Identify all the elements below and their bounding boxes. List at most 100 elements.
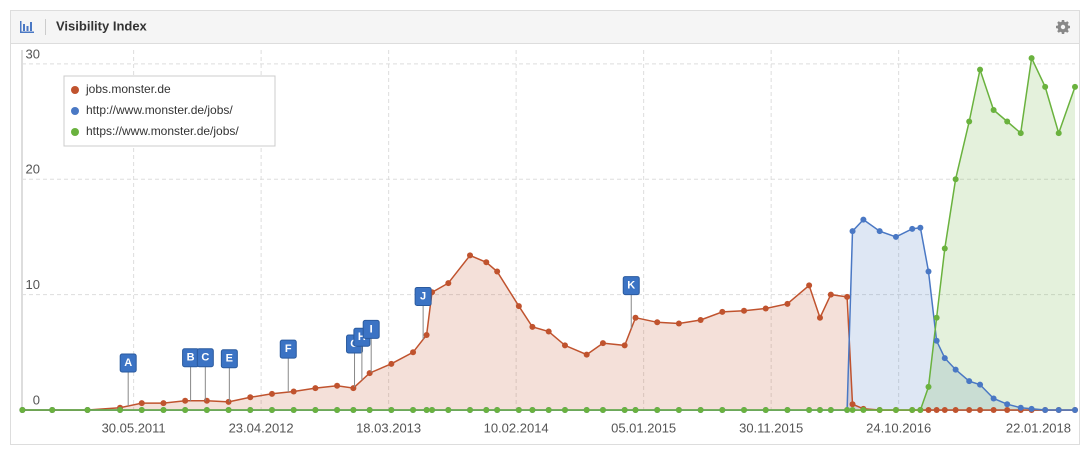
flag-label: H: [358, 331, 366, 343]
x-tick-label: 22.01.2018: [1006, 420, 1071, 435]
data-point: [860, 216, 867, 223]
y-tick-label: 30: [26, 46, 40, 61]
panel-title: Visibility Index: [56, 18, 148, 33]
data-point: [917, 407, 924, 413]
data-point: [1028, 55, 1035, 62]
flag-label: E: [226, 353, 233, 365]
data-point: [654, 407, 661, 413]
flag-label: B: [187, 352, 195, 364]
data-point: [741, 307, 748, 314]
data-point: [925, 268, 932, 275]
data-point: [1072, 407, 1078, 413]
data-point: [952, 366, 959, 373]
data-point: [632, 407, 639, 413]
data-point: [388, 407, 395, 413]
data-point: [467, 407, 474, 413]
data-point: [182, 397, 189, 404]
x-tick-label: 24.10.2016: [866, 420, 931, 435]
flag-box: [279, 339, 297, 359]
flag-box: [362, 319, 380, 339]
data-point: [1004, 118, 1011, 125]
data-point: [933, 337, 940, 344]
data-point: [892, 407, 899, 413]
y-tick-label: 10: [26, 277, 40, 292]
data-point: [290, 388, 297, 395]
data-point: [952, 407, 959, 413]
annotation-flag[interactable]: C: [196, 348, 214, 401]
x-tick-label: 18.03.2013: [356, 420, 421, 435]
data-point: [741, 407, 748, 413]
data-point: [1017, 130, 1024, 137]
data-point: [806, 282, 813, 289]
data-point: [784, 300, 791, 307]
data-point: [654, 319, 661, 326]
annotation-flag[interactable]: A: [119, 353, 137, 406]
data-point: [410, 407, 417, 413]
data-point: [529, 323, 536, 330]
data-point: [467, 252, 474, 259]
panel-header: [11, 11, 1079, 43]
x-tick-label: 10.02.2014: [484, 420, 549, 435]
data-point: [849, 407, 856, 413]
data-point: [1017, 404, 1024, 411]
annotation-flag[interactable]: I: [362, 319, 380, 373]
data-point: [561, 407, 568, 413]
data-point: [762, 305, 769, 312]
data-point: [49, 407, 56, 413]
data-point: [529, 407, 536, 413]
data-point: [621, 407, 628, 413]
data-point: [203, 397, 210, 404]
data-point: [849, 228, 856, 235]
annotation-flag[interactable]: E: [220, 349, 238, 402]
data-point: [849, 401, 856, 408]
data-point: [410, 349, 417, 356]
data-point: [632, 314, 639, 321]
data-point: [423, 407, 430, 413]
data-point: [84, 407, 91, 413]
data-point: [583, 407, 590, 413]
data-point: [515, 303, 522, 310]
data-point: [892, 233, 899, 240]
data-point: [117, 407, 124, 413]
data-point: [966, 118, 973, 125]
annotation-flag[interactable]: F: [279, 339, 297, 393]
annotation-flag[interactable]: J: [414, 286, 432, 340]
legend-label: http://www.monster.de/jobs/: [86, 103, 233, 117]
data-point: [933, 314, 940, 321]
y-tick-label: 20: [26, 162, 40, 177]
data-point: [268, 407, 275, 413]
data-point: [350, 407, 357, 413]
data-point: [941, 407, 948, 413]
data-point: [719, 308, 726, 315]
data-point: [334, 407, 341, 413]
flag-box: [220, 349, 238, 369]
data-point: [827, 291, 834, 298]
data-point: [697, 407, 704, 413]
data-point: [445, 407, 452, 413]
annotation-flag[interactable]: K: [622, 276, 640, 329]
data-point: [19, 407, 26, 413]
legend-label: jobs.monster.de: [85, 82, 171, 96]
legend-box: [63, 75, 276, 147]
series-area: [22, 219, 1075, 410]
data-point: [909, 407, 916, 413]
x-tick-label: 23.04.2012: [229, 420, 294, 435]
x-tick-label: 30.05.2011: [102, 420, 166, 435]
data-point: [697, 317, 704, 323]
data-point: [816, 407, 823, 413]
flag-label: J: [420, 290, 426, 302]
data-point: [290, 407, 297, 413]
data-point: [160, 400, 167, 407]
data-point: [1028, 405, 1035, 412]
data-point: [225, 398, 232, 405]
data-point: [203, 407, 210, 413]
data-point: [423, 332, 430, 338]
settings-icon[interactable]: [1056, 20, 1070, 34]
data-point: [366, 370, 373, 377]
data-point: [599, 340, 606, 347]
data-point: [1072, 83, 1078, 90]
data-point: [977, 407, 984, 413]
data-point: [483, 407, 490, 413]
data-point: [494, 407, 501, 413]
flag-label: A: [124, 357, 132, 369]
